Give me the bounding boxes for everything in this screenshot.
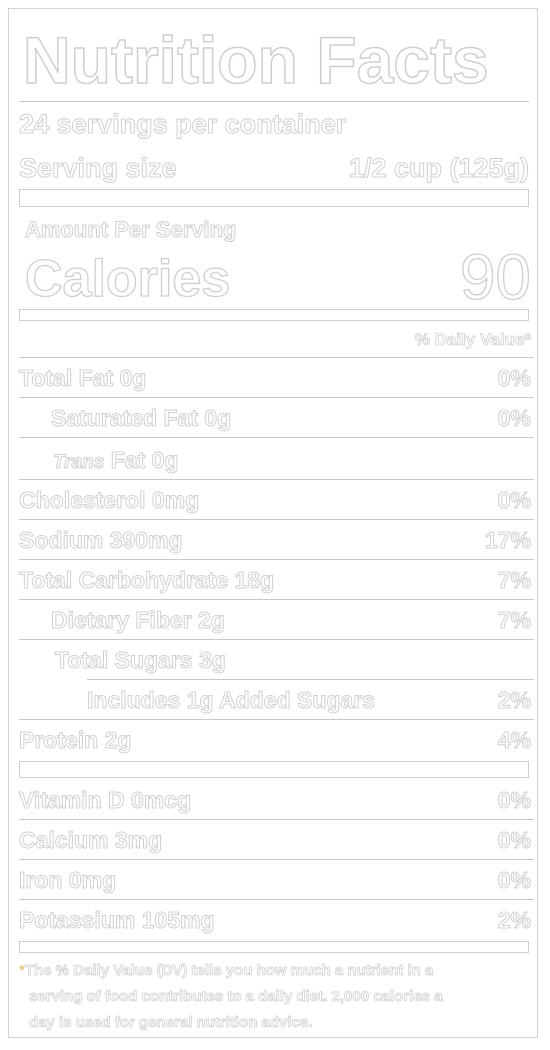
thick-divider-3 — [19, 761, 529, 778]
footnote-line-3: day is used for general nutrition advice… — [29, 1014, 313, 1031]
amount-per-serving: Amount Per Serving — [24, 217, 237, 242]
serving-size-value: 1/2 cup (125g) — [348, 153, 529, 183]
row-rule — [19, 479, 534, 480]
row-rule — [19, 599, 534, 600]
row-rule — [19, 437, 534, 438]
nutrient-sodium: Sodium 390mg — [19, 527, 184, 553]
dv-potassium: 2% — [497, 907, 531, 933]
dv-header-rule — [19, 357, 534, 358]
row-rule — [19, 859, 534, 860]
row-rule — [19, 719, 534, 720]
serving-size-label: Serving size — [19, 153, 178, 183]
daily-value-header: % Daily Value* — [414, 330, 531, 349]
dv-calcium: 0% — [497, 827, 531, 853]
row-rule — [19, 899, 534, 900]
footnote-star: * — [19, 962, 25, 979]
title-rule — [19, 101, 529, 102]
mineral-iron: Iron 0mg — [18, 867, 117, 893]
calories-value: 90 — [459, 241, 531, 313]
mineral-calcium: Calcium 3mg — [18, 827, 163, 853]
row-rule — [19, 397, 534, 398]
dv-saturated-fat: 0% — [497, 405, 531, 431]
dv-added-sugars: 2% — [497, 687, 531, 713]
row-rule-indented — [87, 679, 534, 680]
dv-sodium: 17% — [484, 527, 531, 553]
nutrient-added-sugars: Includes 1g Added Sugars — [87, 687, 376, 713]
nutrient-total-fat: Total Fat 0g — [18, 365, 147, 391]
trans-italic: Trans — [52, 452, 105, 473]
servings-per-container: 24 servings per container — [18, 109, 347, 139]
dv-total-carbohydrate: 7% — [497, 567, 531, 593]
footnote-line-1: *The % Daily Value (DV) tells you how mu… — [19, 962, 434, 979]
dv-cholesterol: 0% — [497, 487, 531, 513]
row-rule — [19, 519, 534, 520]
row-rule — [19, 639, 534, 640]
nutrient-cholesterol: Cholesterol 0mg — [18, 487, 200, 513]
footnote-line-2: serving of food contributes to a daily d… — [29, 988, 443, 1005]
nutrient-total-sugars: Total Sugars 3g — [55, 647, 227, 673]
nutrient-dietary-fiber: Dietary Fiber 2g — [51, 607, 226, 633]
nutrition-label: Nutrition Facts 24 servings per containe… — [8, 8, 538, 1038]
dv-dietary-fiber: 7% — [497, 607, 531, 633]
nutrient-protein: Protein 2g — [18, 727, 132, 753]
nutrient-saturated-fat: Saturated Fat 0g — [50, 405, 232, 431]
dv-protein: 4% — [497, 727, 531, 753]
row-rule — [19, 819, 534, 820]
nutrient-total-carbohydrate: Total Carbohydrate 18g — [18, 567, 275, 593]
dv-total-fat: 0% — [497, 365, 531, 391]
dv-vitamin-d: 0% — [497, 787, 531, 813]
thick-divider-4 — [19, 941, 529, 953]
nutrient-trans-fat: Trans Fat 0g — [52, 447, 179, 473]
vitamin-d: Vitamin D 0mcg — [18, 787, 192, 813]
footnote-line-1-text: The % Daily Value (DV) tells you how muc… — [24, 962, 434, 979]
thick-divider-2 — [19, 309, 529, 321]
dv-iron: 0% — [497, 867, 531, 893]
mineral-potassium: Potassium 105mg — [19, 907, 216, 933]
label-title: Nutrition Facts — [22, 23, 489, 97]
calories-label: Calories — [24, 250, 231, 308]
trans-rest: Fat 0g — [104, 447, 179, 473]
thick-divider-1 — [19, 189, 529, 207]
row-rule — [19, 559, 534, 560]
